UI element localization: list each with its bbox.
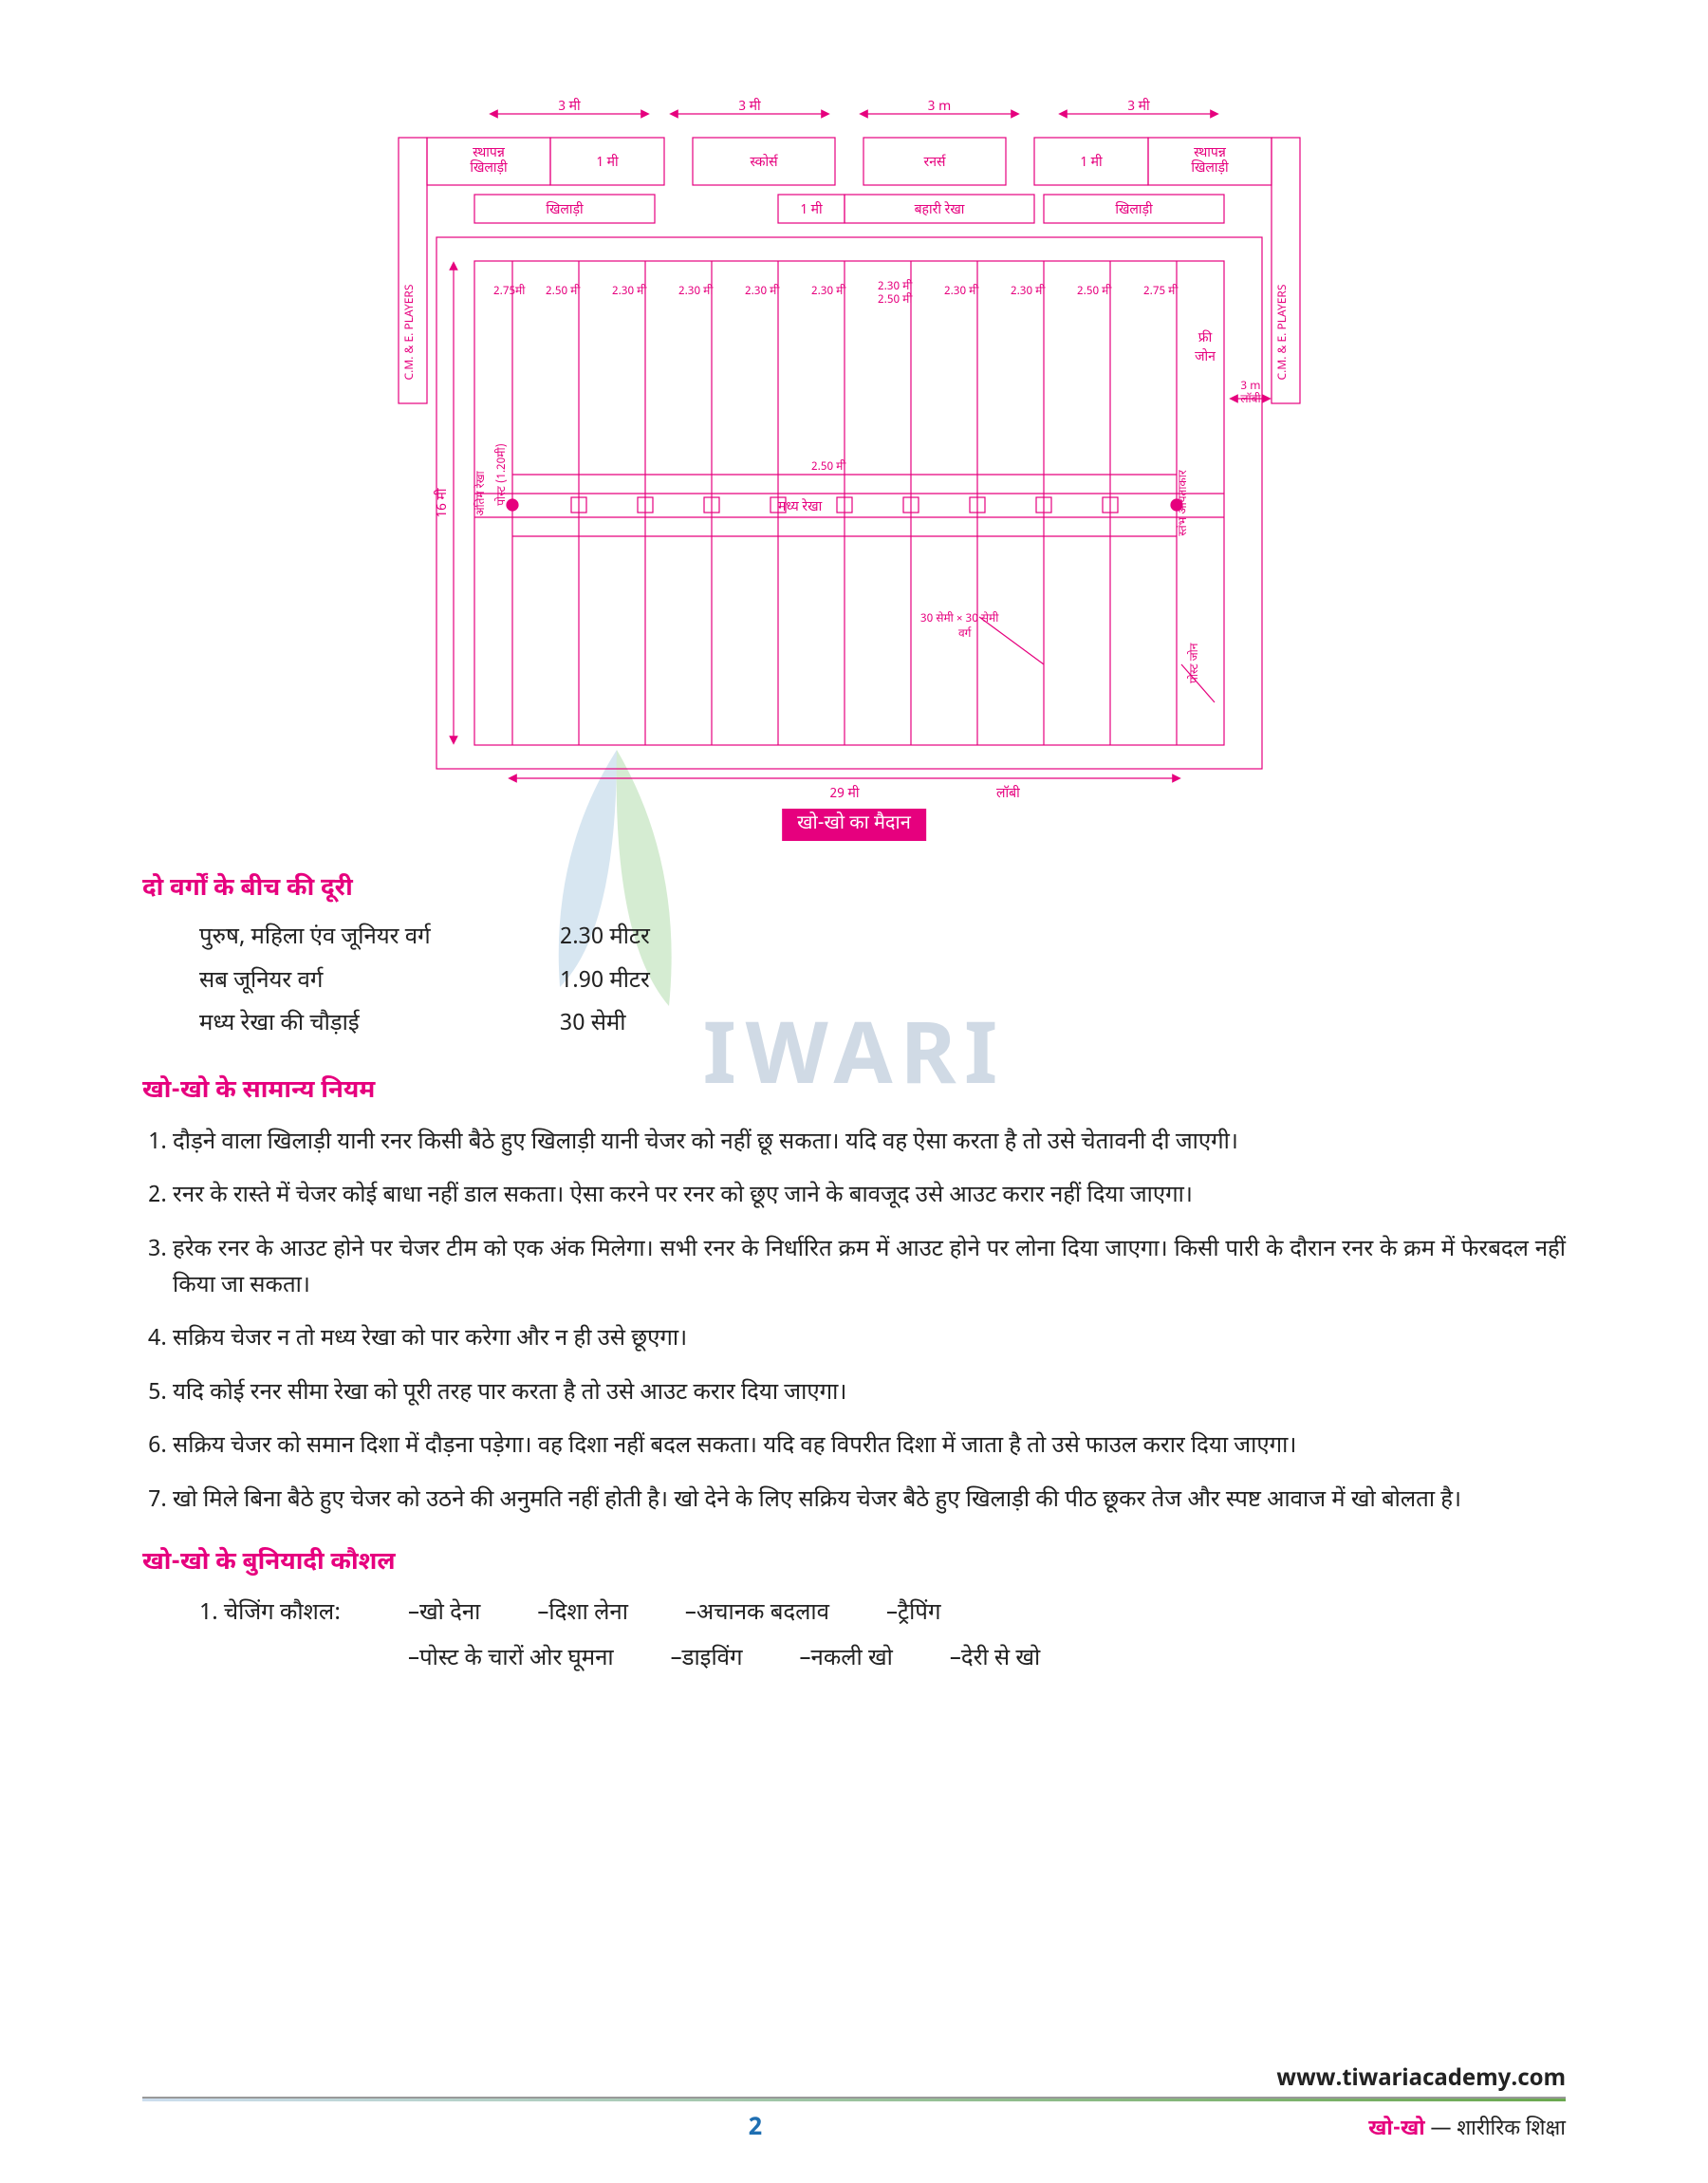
dist-label-1: सब जूनियर वर्ग: [199, 961, 560, 1004]
lobby-bottom: लॉबी: [996, 785, 1020, 803]
dist-val-2: 30 सेमी: [560, 1003, 625, 1047]
skill-1-4: –ट्रैपिंग: [886, 1591, 940, 1636]
free-zone: फ्रीजोन: [1195, 329, 1216, 366]
rule-7: खो मिले बिना बैठे हुए चेजर को उठने की अन…: [173, 1483, 1566, 1519]
diagram-caption: खो-खो का मैदान: [782, 809, 926, 841]
box-sthapann-right: स्थापन्नखिलाड़ी: [1191, 144, 1229, 177]
footer-title-wrap: खो-खो — शारीरिक शिक्षा: [1368, 2116, 1566, 2143]
skills-row-1: 1. चेजिंग कौशल: –खो देना –दिशा लेना –अचा…: [142, 1591, 1566, 1636]
height-16: 16 मी: [434, 488, 452, 517]
cw-8: 2.30 मी: [1011, 283, 1046, 299]
madhya: मध्य रेखा: [778, 497, 823, 516]
dist-label-2: मध्य रेखा की चौड़ाई: [199, 1003, 560, 1047]
rule-6: सक्रिय चेजर को समान दिशा में दौड़ना पड़े…: [173, 1428, 1566, 1465]
sec2-heading: खो-खो के सामान्य नियम: [142, 1075, 1566, 1108]
bottom-29: 29 मी: [829, 785, 859, 803]
cw-2: 2.30 मी: [612, 283, 647, 299]
dim-top-1: 3 मी: [558, 98, 581, 116]
rules-list: दौड़ने वाला खिलाड़ी यानी रनर किसी बैठे ह…: [142, 1125, 1566, 1519]
cw-9: 2.50 मी: [1077, 283, 1112, 299]
dim-top-2: 3 मी: [738, 98, 761, 116]
dist-row-1: सब जूनियर वर्ग 1.90 मीटर: [142, 961, 1566, 1004]
box-sthapann-left: स्थापन्नखिलाड़ी: [470, 144, 508, 177]
side-left: C.M. & E. PLAYERS: [402, 284, 418, 380]
box-1m-left: 1 मी: [596, 154, 619, 172]
skills-row-2: –पोस्ट के चारों ओर घूमना –डाइविंग –नकली …: [142, 1636, 1566, 1682]
antim: अंतिम रेखा: [473, 470, 489, 515]
sec1-heading: दो वर्गों के बीच की दूरी: [142, 873, 1566, 905]
row2-1m: 1 मी: [800, 201, 823, 219]
dist-val-1: 1.90 मीटर: [560, 961, 650, 1004]
footer-title: खो-खो: [1368, 2116, 1425, 2143]
cw-10: 2.75 मी: [1143, 283, 1179, 299]
dim-top-4: 3 मी: [1127, 98, 1150, 116]
sec3-heading: खो-खो के बुनियादी कौशल: [142, 1547, 1566, 1579]
skill-1-1: –खो देना: [408, 1591, 480, 1636]
box-runners: रनर्स: [924, 154, 947, 172]
cw-1: 2.50 मी: [546, 283, 581, 299]
page-footer: www.tiwariacademy.com 2 खो-खो — शारीरिक …: [142, 2097, 1566, 2145]
footer-divider: [142, 2099, 1566, 2101]
row2-khiladi-r: खिलाड़ी: [1115, 201, 1153, 219]
box-1m-right: 1 मी: [1080, 154, 1103, 172]
skill-1-2: –दिशा लेना: [537, 1591, 628, 1636]
mid-250: 2.50 मी: [811, 458, 846, 475]
rule-1: दौड़ने वाला खिलाड़ी यानी रनर किसी बैठे ह…: [173, 1125, 1566, 1161]
side-right: C.M. & E. PLAYERS: [1275, 284, 1290, 380]
square-label: 30 सेमी × 30 सेमीवर्ग: [920, 610, 999, 642]
rule-4: सक्रिय चेजर न तो मध्य रेखा को पार करेगा …: [173, 1321, 1566, 1357]
kho-kho-field-diagram: 3 मी 3 मी 3 m 3 मी स्थापन्नखिलाड़ी 1 मी …: [332, 95, 1376, 835]
footer-page-num: 2: [142, 2113, 1368, 2145]
rule-3: हरेक रनर के आउट होने पर चेजर टीम को एक अ…: [173, 1232, 1566, 1305]
cw-0: 2.75मी: [493, 283, 526, 299]
dist-val-0: 2.30 मीटर: [560, 917, 650, 961]
row2-bahari: बहारी रेखा: [915, 200, 965, 219]
skills-label: 1. चेजिंग कौशल:: [199, 1591, 408, 1636]
footer-url: www.tiwariacademy.com: [1276, 2064, 1566, 2095]
box-scorers: स्कोर्स: [750, 154, 778, 172]
dist-row-2: मध्य रेखा की चौड़ाई 30 सेमी: [142, 1003, 1566, 1047]
dim-top-3: 3 m: [928, 98, 951, 116]
skill-1-3: –अचानक बदलाव: [685, 1591, 829, 1636]
skill-2-2: –डाइविंग: [671, 1636, 743, 1682]
cw-4: 2.30 मी: [745, 283, 780, 299]
skill-2-3: –नकली खो: [800, 1636, 893, 1682]
post-label: पोस्ट (1.20मी): [493, 443, 510, 506]
footer-sub: — शारीरिक शिक्षा: [1425, 2116, 1566, 2143]
dist-label-0: पुरुष, महिला एंव जूनियर वर्ग: [199, 917, 560, 961]
cw-3: 2.30 मी: [678, 283, 714, 299]
skill-2-4: –देरी से खो: [950, 1636, 1040, 1682]
rule-5: यदि कोई रनर सीमा रेखा को पूरी तरह पार कर…: [173, 1375, 1566, 1411]
cw-6: 2.30 मी2.50 मी: [878, 278, 913, 308]
skill-2-1: –पोस्ट के चारों ओर घूमना: [408, 1636, 614, 1682]
rule-2: रनर के रास्ते में चेजर कोई बाधा नहीं डाल…: [173, 1178, 1566, 1214]
rect-label: स्तंभ आयताकार: [1176, 469, 1191, 536]
row2-khiladi-l: खिलाड़ी: [546, 201, 584, 219]
cw-5: 2.30 मी: [811, 283, 846, 299]
cw-7: 2.30 मी: [944, 283, 979, 299]
dist-row-0: पुरुष, महिला एंव जूनियर वर्ग 2.30 मीटर: [142, 917, 1566, 961]
lobby-3m: 3 mलॉबी: [1240, 379, 1261, 407]
post-zone: पोस्ट जोन: [1186, 643, 1202, 683]
